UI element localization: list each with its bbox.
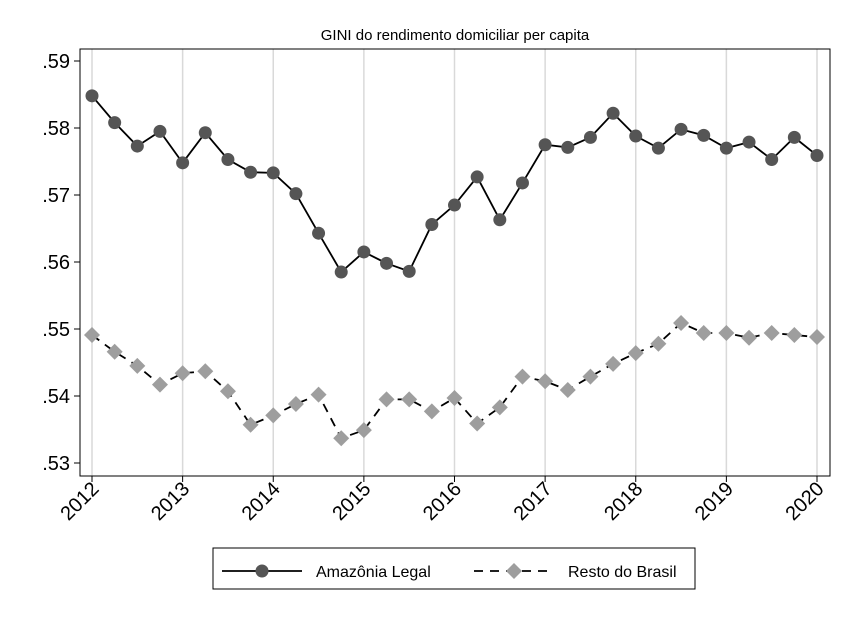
data-point-amazonia <box>402 264 416 278</box>
data-point-amazonia <box>312 226 326 240</box>
data-point-resto <box>401 391 418 408</box>
data-point-amazonia <box>742 135 756 149</box>
data-point-resto <box>763 325 780 342</box>
x-tick-label: 2019 <box>691 478 738 525</box>
data-point-resto <box>446 390 463 407</box>
x-tick-label: 2015 <box>328 478 375 525</box>
legend: Amazônia Legal Resto do Brasil <box>212 547 696 590</box>
data-point-resto <box>741 329 758 346</box>
data-point-resto <box>287 396 304 413</box>
x-tick-label: 2020 <box>782 478 829 525</box>
y-tick-label: .53 <box>42 453 70 475</box>
data-point-resto <box>469 415 486 432</box>
y-tick-label: .55 <box>42 319 70 341</box>
data-point-amazonia <box>583 130 597 144</box>
data-point-resto <box>174 365 191 382</box>
data-point-amazonia <box>719 141 733 155</box>
chart-title: GINI do rendimento domiciliar per capita <box>321 27 590 44</box>
data-point-amazonia <box>425 217 439 231</box>
data-point-amazonia <box>810 148 824 162</box>
legend-marker-amazonia <box>255 564 269 578</box>
y-tick-label: .54 <box>42 386 70 408</box>
legend-marker-resto <box>506 563 522 579</box>
data-point-amazonia <box>289 187 303 201</box>
data-point-resto <box>129 357 146 374</box>
data-point-resto <box>106 343 123 360</box>
data-point-resto <box>559 381 576 398</box>
legend-label-amazonia: Amazônia Legal <box>316 564 431 581</box>
data-point-resto <box>265 407 282 424</box>
data-point-resto <box>650 335 667 352</box>
series-layer <box>84 89 825 447</box>
data-point-amazonia <box>244 165 258 179</box>
grid-lines <box>91 49 818 476</box>
y-tick-label: .59 <box>42 51 70 73</box>
y-axis: .53 .54 .55 .56 .57 .58 .59 <box>42 51 80 475</box>
data-point-amazonia <box>176 156 190 170</box>
data-point-resto <box>537 373 554 390</box>
legend-label-resto: Resto do Brasil <box>568 564 677 581</box>
data-point-amazonia <box>470 170 484 184</box>
data-point-resto <box>786 327 803 344</box>
data-point-resto <box>151 376 168 393</box>
x-tick-label: 2012 <box>57 478 104 525</box>
data-point-amazonia <box>765 152 779 166</box>
data-point-amazonia <box>357 245 371 259</box>
data-point-amazonia <box>606 106 620 120</box>
data-point-resto <box>605 355 622 372</box>
x-tick-label: 2014 <box>238 478 285 525</box>
data-point-amazonia <box>629 129 643 143</box>
data-point-amazonia <box>448 198 461 212</box>
y-tick-label: .58 <box>42 118 70 140</box>
x-axis: 2012 2013 2014 2015 2016 2017 2018 2019 2020 <box>57 476 829 525</box>
data-point-amazonia <box>221 152 235 166</box>
x-tick-label: 2018 <box>600 478 647 525</box>
data-point-amazonia <box>538 138 552 152</box>
x-tick-label: 2013 <box>147 478 194 525</box>
data-point-amazonia <box>85 89 99 103</box>
data-point-resto <box>242 416 259 433</box>
data-point-resto <box>423 403 440 420</box>
data-point-resto <box>718 325 735 342</box>
y-tick-label: .56 <box>42 252 70 274</box>
data-point-resto <box>84 327 100 344</box>
data-point-resto <box>378 391 395 408</box>
data-point-resto <box>627 345 644 362</box>
data-point-amazonia <box>334 265 348 279</box>
data-point-resto <box>514 368 531 385</box>
data-point-resto <box>197 363 214 380</box>
x-tick-label: 2017 <box>510 478 557 525</box>
data-point-resto <box>310 386 327 403</box>
data-point-amazonia <box>108 116 122 130</box>
data-point-resto <box>333 430 350 447</box>
data-point-amazonia <box>561 140 575 154</box>
y-tick-label: .57 <box>42 185 70 207</box>
data-point-amazonia <box>787 130 801 144</box>
data-point-amazonia <box>651 141 665 155</box>
series-line-resto <box>91 321 818 440</box>
data-point-resto <box>695 325 712 342</box>
legend-box <box>212 547 696 590</box>
data-point-resto <box>582 368 599 385</box>
data-point-amazonia <box>266 166 280 180</box>
data-point-amazonia <box>493 213 507 227</box>
data-point-amazonia <box>515 176 529 190</box>
data-point-amazonia <box>130 139 144 153</box>
data-point-amazonia <box>153 124 167 138</box>
data-point-amazonia <box>697 128 711 142</box>
data-point-resto <box>355 422 372 439</box>
data-point-amazonia <box>198 126 212 140</box>
data-point-resto <box>809 329 825 346</box>
data-point-resto <box>219 383 236 400</box>
data-point-resto <box>673 314 690 331</box>
x-tick-label: 2016 <box>419 478 466 525</box>
data-point-amazonia <box>674 122 688 136</box>
data-point-resto <box>491 399 508 416</box>
data-point-amazonia <box>380 256 394 270</box>
